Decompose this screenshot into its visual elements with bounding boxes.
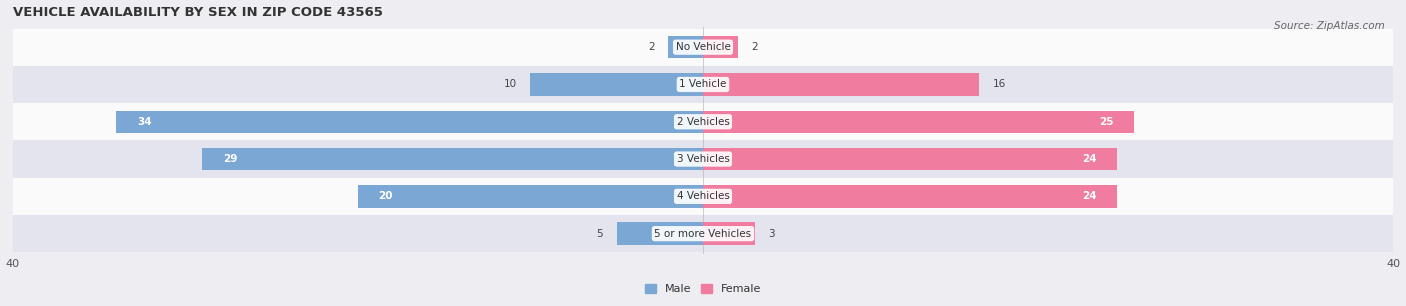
Text: 3: 3 xyxy=(769,229,775,239)
Text: 24: 24 xyxy=(1081,154,1097,164)
Text: 2 Vehicles: 2 Vehicles xyxy=(676,117,730,127)
Bar xyxy=(13,140,1393,178)
Bar xyxy=(13,28,1393,66)
Bar xyxy=(703,73,979,96)
Bar xyxy=(703,110,1135,133)
Text: 2: 2 xyxy=(751,42,758,52)
Text: 1 Vehicle: 1 Vehicle xyxy=(679,80,727,89)
Text: 5 or more Vehicles: 5 or more Vehicles xyxy=(654,229,752,239)
Bar xyxy=(703,222,755,245)
Bar xyxy=(668,36,703,58)
Bar xyxy=(617,222,703,245)
Bar xyxy=(703,185,1118,207)
Bar xyxy=(703,36,738,58)
Text: 20: 20 xyxy=(378,191,394,201)
Text: 29: 29 xyxy=(224,154,238,164)
Bar xyxy=(13,103,1393,140)
Text: 34: 34 xyxy=(136,117,152,127)
Bar xyxy=(13,66,1393,103)
Bar xyxy=(13,215,1393,252)
Text: 5: 5 xyxy=(596,229,603,239)
Text: 25: 25 xyxy=(1099,117,1114,127)
Bar xyxy=(703,148,1118,170)
Legend: Male, Female: Male, Female xyxy=(641,280,765,299)
Text: 4 Vehicles: 4 Vehicles xyxy=(676,191,730,201)
Bar xyxy=(530,73,703,96)
Bar xyxy=(117,110,703,133)
Text: VEHICLE AVAILABILITY BY SEX IN ZIP CODE 43565: VEHICLE AVAILABILITY BY SEX IN ZIP CODE … xyxy=(13,6,382,19)
Bar xyxy=(357,185,703,207)
Text: 10: 10 xyxy=(503,80,516,89)
Text: Source: ZipAtlas.com: Source: ZipAtlas.com xyxy=(1274,21,1385,32)
Text: 3 Vehicles: 3 Vehicles xyxy=(676,154,730,164)
Text: No Vehicle: No Vehicle xyxy=(675,42,731,52)
Text: 24: 24 xyxy=(1081,191,1097,201)
Text: 2: 2 xyxy=(648,42,655,52)
Bar xyxy=(13,178,1393,215)
Bar xyxy=(202,148,703,170)
Text: 16: 16 xyxy=(993,80,1007,89)
